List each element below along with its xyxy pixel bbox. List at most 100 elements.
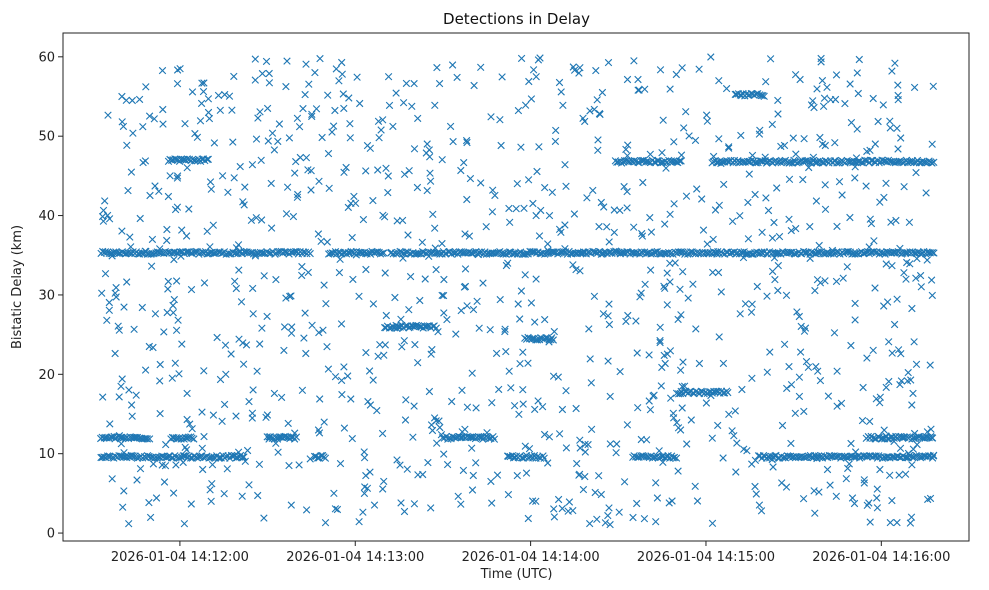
data-point (793, 308, 801, 316)
data-point (562, 182, 570, 190)
data-point (739, 253, 748, 262)
data-point (208, 461, 217, 469)
data-point (256, 340, 264, 348)
data-point (101, 248, 110, 256)
data-point (593, 96, 601, 104)
data-point (860, 476, 868, 484)
data-point (405, 306, 413, 314)
data-point (400, 507, 409, 516)
data-point (203, 155, 211, 164)
data-point (158, 66, 167, 75)
data-point (141, 366, 150, 374)
data-point (132, 391, 140, 399)
data-point (260, 272, 268, 280)
data-point (112, 283, 120, 292)
data-point (848, 494, 857, 502)
data-point (797, 322, 805, 331)
data-point (138, 303, 146, 312)
data-point (146, 191, 154, 200)
data-point (545, 211, 554, 220)
data-point (236, 162, 244, 171)
data-point (524, 176, 533, 184)
data-point (101, 197, 109, 205)
data-point (544, 246, 552, 255)
data-point (871, 284, 879, 292)
data-point (99, 217, 108, 225)
data-point (862, 182, 870, 190)
data-point (785, 362, 793, 371)
data-point (400, 337, 408, 345)
data-point (463, 138, 471, 147)
data-point (755, 501, 764, 509)
x-tick-label: 2026-01-04 14:16:00 (812, 550, 950, 565)
data-point (296, 153, 304, 162)
data-point (863, 147, 871, 156)
data-point (137, 249, 145, 257)
data-point (280, 323, 289, 331)
data-point (469, 471, 477, 480)
data-point (176, 248, 184, 256)
data-point (338, 58, 346, 67)
data-point (188, 434, 196, 442)
data-point (540, 454, 548, 462)
data-point (549, 248, 557, 256)
data-point (293, 114, 302, 122)
data-point (151, 182, 159, 190)
data-point (903, 258, 911, 267)
data-point (800, 407, 808, 416)
data-point (331, 373, 340, 381)
data-point (833, 222, 841, 231)
data-point (633, 499, 641, 508)
data-point (799, 495, 808, 503)
data-point (680, 124, 688, 132)
data-point (487, 113, 495, 121)
data-point (347, 199, 355, 207)
data-point (603, 223, 611, 231)
data-point (295, 461, 303, 469)
data-point (453, 73, 461, 82)
data-point (463, 403, 472, 411)
data-point (548, 188, 556, 196)
data-point (414, 359, 422, 367)
scatter-points (97, 53, 938, 529)
data-point (479, 279, 487, 287)
data-point (108, 475, 116, 483)
data-point (589, 186, 597, 195)
data-point (873, 485, 881, 493)
data-point (617, 249, 625, 257)
data-point (880, 426, 888, 434)
data-point (573, 459, 581, 468)
data-point (606, 520, 614, 529)
data-point (220, 400, 229, 409)
data-point (393, 250, 401, 258)
data-point (764, 206, 773, 215)
data-point (519, 348, 527, 356)
plot-frame (62, 32, 970, 542)
data-point (599, 249, 607, 257)
data-point (674, 424, 683, 432)
data-point (679, 268, 687, 276)
data-point (800, 453, 808, 461)
data-point (650, 391, 658, 399)
data-point (774, 96, 782, 105)
data-point (584, 440, 592, 449)
data-point (569, 261, 577, 269)
x-tick-label: 2026-01-04 14:15:00 (637, 550, 775, 565)
data-point (323, 238, 331, 246)
data-point (439, 291, 448, 300)
data-point (646, 150, 654, 158)
data-point (768, 234, 777, 242)
data-point (392, 89, 400, 97)
data-point (533, 167, 541, 176)
data-point (384, 188, 392, 197)
data-point (501, 325, 509, 333)
data-point (860, 479, 868, 487)
data-point (136, 465, 145, 473)
data-point (178, 340, 186, 348)
data-point (928, 159, 936, 167)
data-point (598, 88, 607, 97)
data-point (645, 397, 653, 405)
data-point (882, 179, 890, 187)
data-point (120, 487, 128, 495)
data-point (615, 508, 623, 516)
